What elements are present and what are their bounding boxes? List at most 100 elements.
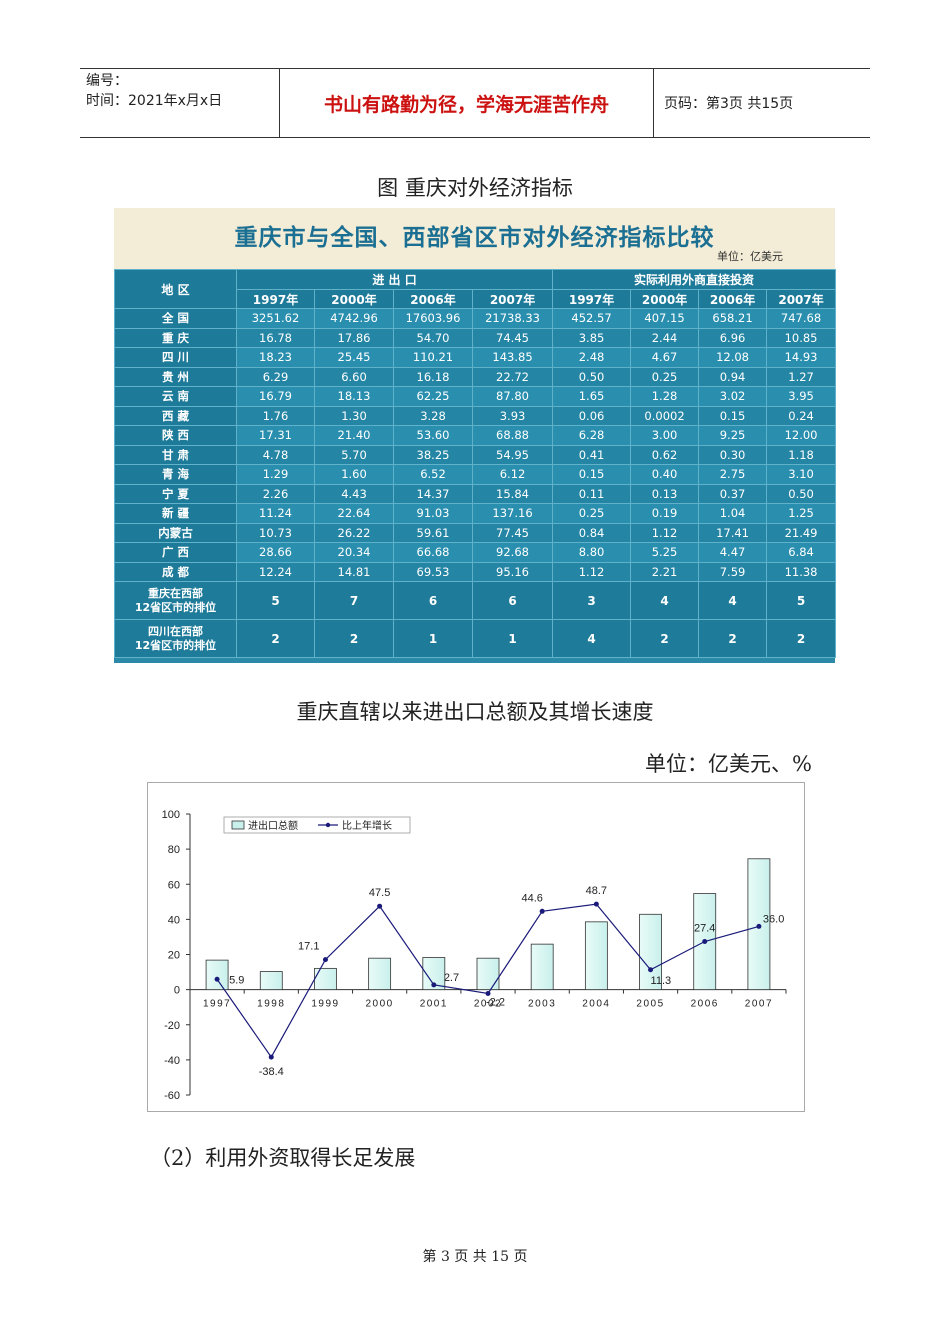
value-cell: 7.59 [698,561,768,582]
value-cell: 6.12 [471,464,554,485]
value-cell: 11.38 [766,561,837,582]
y-tick-label: 60 [168,879,180,891]
header-motto: 书山有路勤为径，学海无涯苦作舟 [280,69,654,137]
value-cell: 4742.96 [314,308,394,329]
import-export-header: 进 出 口 [235,269,554,290]
rank-cell: 7 [314,581,394,620]
value-cell: 21738.33 [471,308,554,329]
table-row: 四 川 18.23 25.45 110.21 143.85 2.48 4.67 12.08 14… [114,347,837,368]
rank-label-line: 重庆在西部 [148,586,203,600]
value-cell: 0.84 [552,522,632,543]
value-cell: 3.10 [766,464,837,485]
value-cell: 10.85 [766,327,837,348]
value-cell: 0.50 [766,483,837,504]
table-row: 陕 西 17.31 21.40 53.60 68.88 6.28 3.00 9.25 12.00 [114,425,837,446]
value-cell: 0.25 [552,503,632,524]
growth-point [268,1054,274,1060]
table-row: 新 疆 11.24 22.64 91.03 137.16 0.25 0.19 1.04 1.25 [114,503,837,524]
rank-cell: 1 [471,619,554,658]
value-cell: 658.21 [698,308,768,329]
y-tick-label: 40 [168,914,180,926]
value-cell: 0.24 [766,405,837,426]
x-tick-label: 2007 [745,999,773,1010]
region-cell: 青 海 [114,464,237,485]
region-cell: 新 疆 [114,503,237,524]
table-banner: 重庆市与全国、西部省区市对外经济指标比较 单位：亿美元 [114,208,835,269]
region-cell: 云 南 [114,386,237,407]
rank-cell: 1 [393,619,473,658]
rank-cell: 4 [698,581,768,620]
rank-label-line: 四川在西部 [148,624,203,638]
value-cell: 16.79 [236,386,315,407]
year-header: 2007年 [766,289,837,309]
y-tick-label: 0 [174,985,180,997]
value-cell: 137.16 [471,503,554,524]
value-cell: 28.66 [236,542,315,563]
region-cell: 成 都 [114,561,237,582]
page-footer: 第 3 页 共 15 页 [422,1249,528,1265]
value-cell: 0.50 [552,366,632,387]
rank-cell: 2 [314,619,394,658]
region-cell: 甘 肃 [114,444,237,465]
value-cell: 1.12 [552,561,632,582]
value-cell: 2.48 [552,347,632,368]
value-cell: 407.15 [630,308,700,329]
value-cell: 15.84 [471,483,554,504]
value-cell: 53.60 [393,425,473,446]
value-cell: 17.31 [236,425,315,446]
value-cell: 17.86 [314,327,394,348]
value-cell: 77.45 [471,522,554,543]
y-tick-label: -20 [164,1020,180,1032]
value-cell: 2.21 [630,561,700,582]
value-cell: 0.11 [552,483,632,504]
value-cell: 1.29 [236,464,315,485]
x-tick-label: 1999 [311,999,339,1010]
header-page-label: 页码：第3页 共15页 [664,96,794,112]
rank-cell: 5 [236,581,315,620]
value-cell: 143.85 [471,347,554,368]
region-cell: 贵 州 [114,366,237,387]
bar-export-import [530,943,554,991]
region-cell: 宁 夏 [114,483,237,504]
value-cell: 18.13 [314,386,394,407]
growth-data-label: 47.5 [369,887,390,899]
region-cell: 四 川 [114,347,237,368]
growth-point [485,990,491,996]
bar-export-import [476,957,500,991]
value-cell: 1.18 [766,444,837,465]
growth-point [214,976,220,982]
rank-cell: 6 [471,581,554,620]
x-tick-label: 2004 [582,999,610,1010]
value-cell: 0.15 [552,464,632,485]
value-cell: 2.26 [236,483,315,504]
y-tick-label: -40 [164,1055,180,1067]
value-cell: 87.80 [471,386,554,407]
x-tick-label: 2005 [636,999,664,1010]
growth-data-label: 36.0 [763,913,784,925]
x-tick-label: 1997 [203,999,231,1010]
bar-export-import [584,921,608,991]
value-cell: 3.00 [630,425,700,446]
year-header: 2000年 [630,289,700,309]
value-cell: 0.13 [630,483,700,504]
region-cell: 重 庆 [114,327,237,348]
year-header: 1997年 [236,289,315,309]
value-cell: 11.24 [236,503,315,524]
value-cell: 9.25 [698,425,768,446]
fdi-header: 实际利用外商直接投资 [552,269,837,290]
value-cell: 1.28 [630,386,700,407]
value-cell: 74.45 [471,327,554,348]
table-row: 西 藏 1.76 1.30 3.28 3.93 0.06 0.0002 0.15 0.24 [114,405,837,426]
value-cell: 6.29 [236,366,315,387]
value-cell: 0.19 [630,503,700,524]
year-header: 2006年 [698,289,768,309]
value-cell: 66.68 [393,542,473,563]
table-unit: 单位：亿美元 [717,250,783,263]
value-cell: 21.40 [314,425,394,446]
table-row: 重 庆 16.78 17.86 54.70 74.45 3.85 2.44 6.96 10.85 [114,327,837,348]
legend-line-marker [325,822,331,828]
x-tick-label: 2006 [691,999,719,1010]
value-cell: 452.57 [552,308,632,329]
value-cell: 6.52 [393,464,473,485]
growth-point [377,903,383,909]
